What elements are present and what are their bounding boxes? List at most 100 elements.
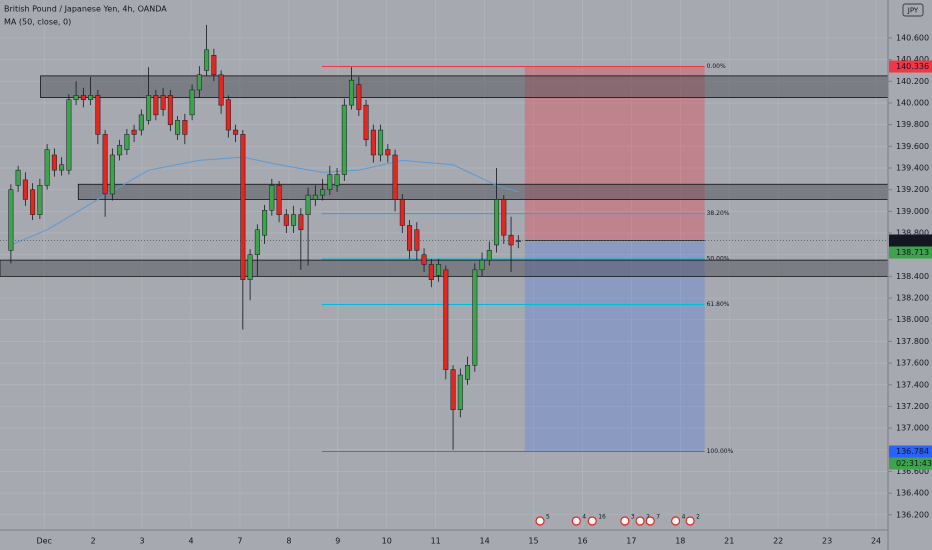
event-icon[interactable] [635,516,645,526]
candle-body [363,104,369,141]
candle-body [276,185,282,215]
candle-body [196,74,202,91]
candle-body [124,134,130,150]
candle-body [160,95,166,110]
event-icon[interactable] [587,516,597,526]
candle-body [225,99,231,131]
countdown: 02:31:43 [896,459,932,468]
x-tick-label: 11 [431,537,441,546]
candle-body [392,154,398,200]
chart-title: British Pound / Japanese Yen, 4h, OANDA [4,5,167,14]
price-tag [889,246,932,259]
candle-body [436,264,442,276]
y-tick-label: 138.000 [896,315,929,324]
candle-body [80,95,86,100]
y-tick-label: 139.800 [896,120,929,129]
candle-body [117,144,123,156]
candle-body [414,229,420,251]
candle-body [22,179,28,200]
candle-body [283,214,289,226]
currency[interactable]: JPY [907,7,919,15]
candle-body [240,134,246,280]
event-icon[interactable] [685,516,695,526]
x-tick-label: 18 [675,537,685,546]
x-tick-label: Dec [36,537,51,546]
x-tick-label: 8 [286,537,291,546]
y-tick-label: 137.800 [896,337,929,346]
y-tick-label: 137.400 [896,380,929,389]
candle-body [494,199,500,246]
candle-body [356,84,362,110]
candle-body [138,114,144,131]
y-tick-label: 137.000 [896,424,929,433]
y-tick-label: 137.200 [896,402,929,411]
y-tick-label: 139.600 [896,142,929,151]
sr-zone [77,183,889,200]
candle-body [399,199,405,226]
event-count: 4 [582,514,586,521]
price-tag-label: 140.336 [896,62,929,71]
candle-body [370,129,376,156]
y-tick-label: 139.400 [896,163,929,172]
fib-label: 50.00% [707,256,730,263]
x-tick-label: 17 [626,537,636,546]
price-tag [889,445,932,458]
ma-line [10,156,519,246]
candle-body [167,95,173,125]
candle-body [218,74,224,106]
x-tick-label: 2 [91,537,96,546]
x-tick-label: 23 [822,537,832,546]
event-count: 5 [546,514,550,521]
candle-body [341,104,347,175]
candle-body [515,240,521,242]
fib-label: 100.00% [707,448,734,455]
candle-body [15,169,21,186]
y-tick-label: 137.600 [896,359,929,368]
candle-body [233,129,239,135]
candle-body [102,134,108,195]
fib-label: 38.20% [707,210,730,217]
event-icon[interactable] [645,516,655,526]
fib-label: 0.00% [707,63,726,70]
candle-body [501,199,507,236]
event-icon[interactable] [620,516,630,526]
candle-body [457,374,463,410]
candle-body [407,225,413,251]
event-count: 2 [696,514,700,521]
event-count: 16 [598,514,606,521]
event-icon[interactable] [535,516,545,526]
price-tag-label: 138.713 [896,248,929,257]
candle-body [378,129,384,156]
candle-body [44,149,50,186]
x-tick-label: 21 [724,537,734,546]
x-tick-label: 4 [188,537,193,546]
candle-body [508,234,514,246]
x-tick-label: 7 [237,537,242,546]
event-icon[interactable] [571,516,581,526]
candle-body [66,99,72,171]
currency-box[interactable] [902,3,924,17]
event-count: 3 [631,514,635,521]
y-tick-label: 140.600 [896,33,929,42]
x-tick-label: 10 [382,537,392,546]
candle-body [428,264,434,280]
candle-body [109,154,115,195]
candle-body [30,189,36,215]
x-tick-label: 14 [480,537,490,546]
candle-body [254,229,260,255]
candle-body [269,185,275,211]
candle-body [385,149,391,156]
candle-body [450,369,456,410]
candle-body [204,49,210,71]
x-tick-label: 22 [773,537,783,546]
event-icon[interactable] [671,516,681,526]
price-tag [889,60,932,73]
candle-body [73,95,79,100]
y-tick-label: 136.200 [896,510,929,519]
candle-body [131,129,137,135]
sr-zone [40,75,889,98]
price-tag-label: 136.784 [896,447,929,456]
x-tick-label: 9 [335,537,340,546]
plot-layer: 0.00%38.20%50.00%61.80%100.00%541632742 [0,0,889,530]
